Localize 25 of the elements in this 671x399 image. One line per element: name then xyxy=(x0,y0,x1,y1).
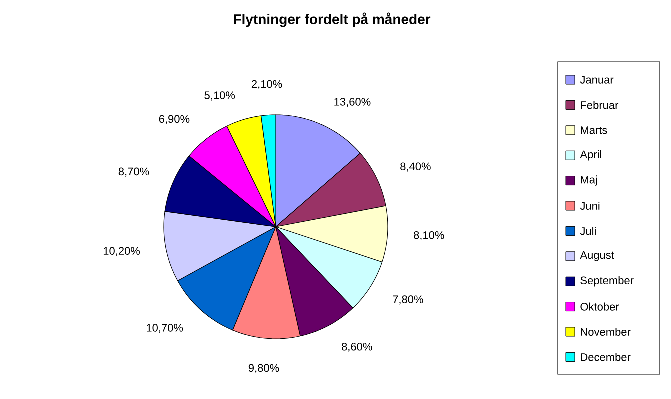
data-label: 13,60% xyxy=(334,98,371,108)
data-label: 8,60% xyxy=(342,343,372,352)
chart-title: Flytninger fordelt på måneder xyxy=(234,12,431,28)
legend-label: Januar xyxy=(580,76,614,84)
legend-label: Juni xyxy=(580,202,600,210)
data-label: 10,70% xyxy=(147,324,184,334)
legend-label: September xyxy=(580,276,634,287)
legend-label: August xyxy=(580,251,614,262)
legend-label: Juli xyxy=(580,227,596,236)
data-label: 10,20% xyxy=(104,247,140,256)
data-label: 5,10% xyxy=(204,92,236,101)
data-label: 6,90% xyxy=(159,115,190,124)
data-label: 8,40% xyxy=(400,162,431,172)
data-label: 7,80% xyxy=(393,296,424,305)
legend-label: November xyxy=(581,328,631,336)
data-label: 9,80% xyxy=(248,364,280,374)
legend-label: Marts xyxy=(581,126,608,134)
data-label: 2,10% xyxy=(252,80,282,90)
legend-label: December xyxy=(581,353,631,362)
legend-label: Maj xyxy=(581,176,598,186)
data-label: 8,70% xyxy=(118,168,150,177)
legend-label: Oktober xyxy=(580,302,620,311)
legend-label: Februar xyxy=(581,101,619,110)
data-label: 8,10% xyxy=(414,231,444,241)
legend-label: April xyxy=(580,150,602,161)
